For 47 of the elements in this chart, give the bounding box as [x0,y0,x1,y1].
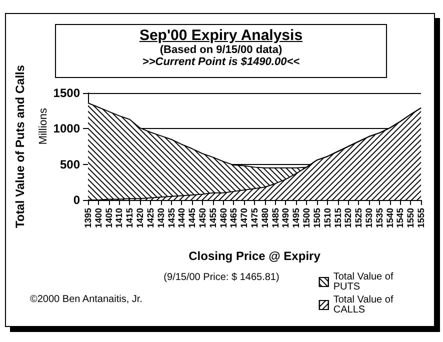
chart-title: Sep'00 Expiry Analysis [138,27,304,44]
x-tick-label: 1520 [343,208,354,228]
x-tick-label: 1490 [280,208,291,228]
x-tick-label: 1420 [135,208,146,228]
legend-label: Total Value of PUTS [333,272,396,292]
x-tick-label: 1475 [250,208,260,228]
chart-subtitle: (Based on 9/15/00 data) [158,44,284,56]
x-tick-label: 1415 [124,208,135,228]
x-tick-label: 1525 [354,208,364,228]
x-tick-label: 1555 [416,208,426,228]
y-tick-label: 1000 [53,122,80,136]
text: ©2000 Ben Antanaitis, Jr. [30,294,142,305]
text: Millions [38,108,50,145]
x-tick-label: 1510 [322,208,332,228]
x-tick-label: 1470 [239,208,250,228]
y-tick-label: 0 [73,193,80,207]
x-tick-label: 1460 [218,208,228,228]
x-tick-label: 1425 [145,208,156,228]
x-tick-label: 1465 [228,208,239,228]
x-tick-label: 1400 [93,208,104,228]
y-tick-label: 1500 [53,86,80,100]
x-tick-label: 1440 [176,208,187,228]
x-tick-label: 1450 [197,208,208,228]
x-tick-label: 1545 [395,208,406,228]
x-tick-label: 1485 [270,208,280,228]
x-tick-label: 1495 [291,208,302,228]
x-tick-label: 1445 [187,208,198,228]
text: (9/15/00 Price: $ 1465.81) [164,272,280,283]
x-tick-label: 1405 [104,208,114,228]
x-tick-label: 1535 [374,208,384,228]
y-axis-title: Total Value of Puts and Calls [13,64,27,228]
x-tick-label: 1480 [260,208,270,228]
x-tick-label: 1410 [114,208,124,228]
x-tick-label: 1515 [332,208,343,228]
x-tick-label: 1550 [406,208,416,228]
x-tick-label: 1435 [166,208,176,228]
x-tick-label: 1430 [156,208,166,228]
y-tick-label: 500 [60,157,80,172]
x-tick-label: 1540 [384,208,395,228]
x-tick-label: 1455 [208,208,218,228]
legend-label: Total Value of CALLS [333,294,396,316]
text: >>Current Point is $1490.00<< [141,56,301,68]
x-tick-label: 1505 [312,208,322,228]
x-tick-label: 1395 [83,208,93,228]
x-tick-label: 1530 [364,208,374,228]
x-tick-label: 1500 [302,208,312,228]
x-axis-title: Closing Price @ Expiry [188,249,321,263]
